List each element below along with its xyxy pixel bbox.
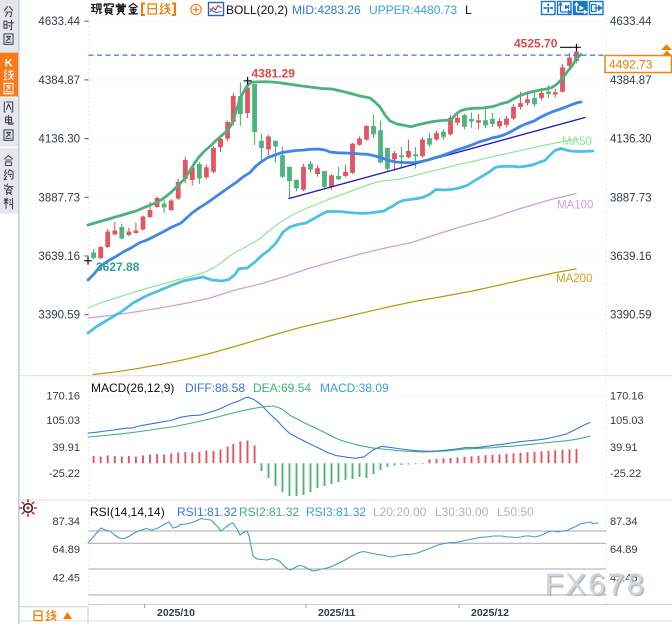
- svg-text:2025/12: 2025/12: [471, 607, 509, 619]
- svg-text:L20:20.00: L20:20.00: [373, 505, 427, 519]
- svg-text:UPPER:4480.73: UPPER:4480.73: [369, 3, 457, 17]
- svg-text:4136.30: 4136.30: [610, 134, 652, 146]
- svg-text:RSI3:81.32: RSI3:81.32: [306, 505, 366, 519]
- svg-text:K: K: [5, 58, 13, 70]
- svg-text:39.91: 39.91: [610, 442, 638, 454]
- svg-text:4384.87: 4384.87: [38, 75, 80, 87]
- svg-text:-25.22: -25.22: [49, 468, 80, 480]
- svg-text:2025/11: 2025/11: [318, 607, 356, 619]
- svg-text:3887.73: 3887.73: [38, 192, 80, 204]
- svg-text:64.89: 64.89: [52, 544, 80, 556]
- svg-text:DIFF:88.58: DIFF:88.58: [185, 381, 245, 395]
- svg-text:64.89: 64.89: [610, 544, 638, 556]
- svg-text:2025/10: 2025/10: [157, 607, 195, 619]
- svg-text:4384.87: 4384.87: [610, 75, 652, 87]
- svg-text:MA200: MA200: [556, 273, 592, 285]
- svg-text:105.03: 105.03: [46, 415, 80, 427]
- svg-text:42.45: 42.45: [610, 572, 638, 584]
- svg-text:L30:30.00: L30:30.00: [435, 505, 489, 519]
- svg-text:BOLL(20,2): BOLL(20,2): [226, 3, 288, 17]
- svg-text:4633.44: 4633.44: [610, 16, 652, 28]
- svg-text:RSI1:81.32: RSI1:81.32: [177, 505, 237, 519]
- svg-text:3390.59: 3390.59: [38, 310, 80, 322]
- svg-text:RSI2:81.32: RSI2:81.32: [239, 505, 299, 519]
- svg-text:4525.70: 4525.70: [514, 37, 558, 51]
- svg-text:3390.59: 3390.59: [610, 310, 652, 322]
- svg-text:3887.73: 3887.73: [610, 192, 652, 204]
- svg-text:MACD:38.09: MACD:38.09: [320, 381, 389, 395]
- svg-text:MA50: MA50: [562, 136, 592, 148]
- svg-text:87.34: 87.34: [52, 516, 80, 528]
- svg-text:105.03: 105.03: [610, 415, 644, 427]
- svg-text:4136.30: 4136.30: [38, 134, 80, 146]
- svg-text:170.16: 170.16: [46, 390, 80, 402]
- svg-text:87.34: 87.34: [610, 516, 638, 528]
- svg-text:MID:4283.26: MID:4283.26: [292, 3, 361, 17]
- svg-text:3639.16: 3639.16: [38, 251, 80, 263]
- svg-text:4381.29: 4381.29: [252, 67, 296, 81]
- svg-text:MA100: MA100: [557, 200, 593, 212]
- svg-text:DEA:69.54: DEA:69.54: [253, 381, 311, 395]
- svg-text:L50:50: L50:50: [497, 505, 534, 519]
- svg-text:FX678: FX678: [545, 567, 646, 602]
- svg-text:MACD(26,12,9): MACD(26,12,9): [91, 381, 174, 395]
- svg-text:RSI(14,14,14): RSI(14,14,14): [90, 505, 165, 519]
- svg-text:-25.22: -25.22: [610, 468, 641, 480]
- svg-text:L: L: [465, 3, 472, 17]
- svg-text:42.45: 42.45: [52, 572, 80, 584]
- svg-text:FX678: FX678: [546, 568, 647, 603]
- svg-text:39.91: 39.91: [52, 442, 80, 454]
- svg-text:3627.88: 3627.88: [96, 260, 140, 274]
- svg-text:170.16: 170.16: [610, 390, 644, 402]
- svg-text:4633.44: 4633.44: [38, 16, 80, 28]
- svg-text:3639.16: 3639.16: [610, 251, 652, 263]
- svg-text:4492.73: 4492.73: [609, 57, 653, 71]
